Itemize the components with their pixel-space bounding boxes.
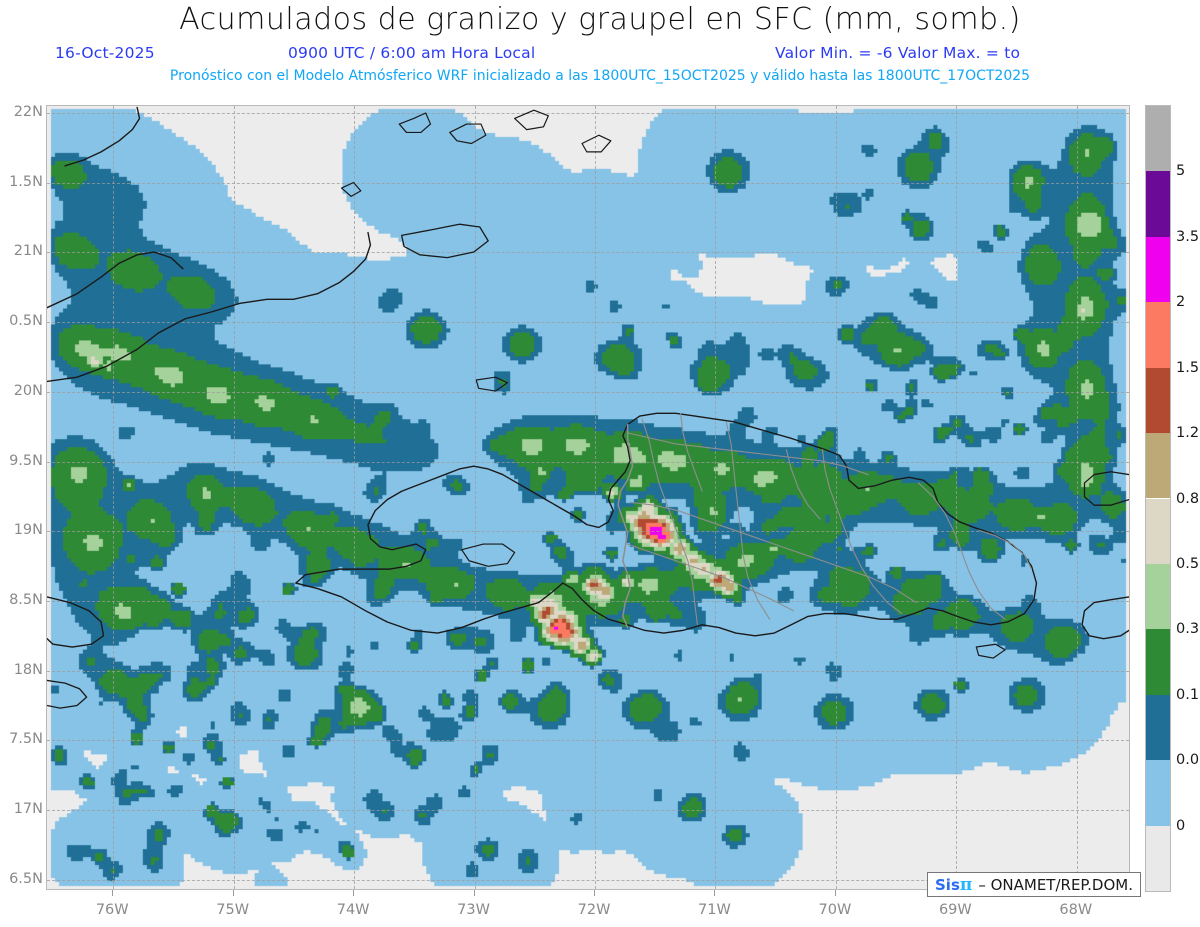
colorbar-band[interactable] [1146,302,1170,368]
border-province-1 [627,432,869,476]
coastline-island-ne [1083,471,1129,506]
colorbar-tick-label: 0.5 [1176,555,1200,572]
x-axis-tick-label: 69W [938,902,972,918]
colorbar-tick-label: 0.8 [1176,490,1200,507]
y-axis-tick-label: 19N [13,522,43,539]
coastline-cuba-south [47,231,372,383]
coastline-island-bahamas-3 [514,109,549,131]
coastline-island-bahamas-2 [449,123,487,145]
colorbar-band[interactable] [1146,171,1170,237]
border-province-10 [679,412,703,492]
attribution-badge: Sis π – ONAMET/REP.DOM. [927,872,1141,897]
y-axis-tick-label: 7.5N [9,731,43,748]
colorbar-band[interactable] [1146,563,1170,630]
y-axis-tick-label: 21N [13,243,43,260]
coastline-island-saona [975,643,1006,659]
colorbar-band[interactable] [1146,694,1170,761]
coastline-island-bahamas-4 [340,181,362,197]
y-axis-tick-label: 22N [13,103,43,120]
x-axis-tick-mark [473,890,475,896]
colorbar-tick-label: 1.5 [1176,359,1200,376]
colorbar-tick-label: 5 [1176,163,1186,180]
colorbar-tick-label: 0.1 [1176,686,1200,703]
colorbar-tick-label: 2 [1176,294,1186,311]
y-axis-tick-label: 0.5N [9,313,43,330]
precipitation-field [47,106,1129,889]
page-title: Acumulados de granizo y graupel en SFC (… [179,2,1021,37]
coastline-jamaica [47,596,105,648]
border-province-6 [629,501,917,604]
x-axis-tick-mark [232,890,234,896]
colorbar-band[interactable] [1146,825,1170,891]
y-axis-tick-label: 1.5N [9,173,43,190]
valid-time-label: 0900 UTC / 6:00 am Hora Local [288,44,536,62]
x-axis-tick-mark [112,890,114,896]
x-axis-tick-label: 76W [95,902,129,918]
colorbar-band[interactable] [1146,106,1170,172]
coastline-island-bahamas-1 [398,112,432,134]
colorbar-tick-label: 0 [1176,817,1186,834]
coastline-island-turks-1 [581,134,612,153]
colorbar-band[interactable] [1146,760,1170,826]
border-province-5 [918,482,1006,620]
y-axis-tick-label: 8.5N [9,591,43,608]
run-date-label: 16-Oct-2025 [55,44,155,62]
coastline-island-tortuga [475,376,509,392]
min-max-label: Valor Min. = -6 Valor Max. = to [775,44,1021,62]
colorbar-tick-label: 1.2 [1176,425,1200,442]
x-axis-tick-label: 70W [818,902,852,918]
x-axis-tick-mark [594,890,596,896]
x-axis-tick-label: 68W [1059,902,1093,918]
y-axis-tick-label: 20N [13,382,43,399]
coastline-cuba-north [47,251,184,309]
x-axis-tick-mark [714,890,716,896]
map-coastlines-and-borders [47,106,1129,709]
border-haiti-dominican-republic [617,423,634,629]
coastline-puerto-rico [1081,596,1129,640]
colorbar-band[interactable] [1146,367,1170,434]
latitude-axis: 22N 1.5N 21N 0.5N 20N 9.5N 19N 8.5N 18N 7.5N 17N 6.… [0,103,46,890]
y-axis-tick-label: 17N [13,801,43,818]
border-province-7 [627,543,795,612]
colorbar-band[interactable] [1146,498,1170,564]
border-province-9 [785,448,821,520]
coastline-island-inagua [400,223,489,259]
colorbar-band[interactable] [1146,433,1170,499]
x-axis-tick-mark [353,890,355,896]
x-axis-tick-label: 74W [336,902,370,918]
border-province-8 [978,529,1033,570]
colorbar-tick-label: 0.05 [1176,752,1200,769]
x-axis-tick-label: 71W [698,902,731,918]
colorbar-legend[interactable]: 0 0.05 0.1 0.3 0.5 0.8 1.2 1.5 2 3.5 5 [1145,105,1200,892]
model-description-label: Pronóstico con el Modelo Atmósferico WRF… [169,68,1031,84]
border-province-4 [821,448,903,615]
border-province-3 [725,421,771,620]
coastline-island-gonave [461,543,516,567]
chart-header: Acumulados de granizo y graupel en SFC (… [0,0,1200,95]
x-axis-tick-label: 73W [457,902,490,918]
border-province-2 [641,418,698,626]
colorbar-tick-label: 3.5 [1176,228,1200,245]
x-axis-tick-mark [834,890,836,896]
logo-org-text: – ONAMET/REP.DOM. [978,875,1133,894]
x-axis-tick-label: 75W [216,902,250,918]
y-axis-tick-label: 18N [13,661,43,678]
longitude-axis: 76W 75W 74W 73W 72W 71W 70W 69W 68W [46,890,1130,926]
coastline-cuba-ne [64,106,141,167]
map-plot-area[interactable] [46,105,1130,890]
colorbar-tick-label: 0.3 [1176,621,1200,638]
logo-brand-text: Sis [935,875,960,894]
colorbar-band[interactable] [1146,629,1170,695]
y-axis-tick-label: 6.5N [9,870,43,887]
y-axis-tick-label: 9.5N [9,452,43,469]
coastline-hispaniola [295,412,1038,637]
coastline-jamaica-south [47,679,88,709]
colorbar-band[interactable] [1146,236,1170,303]
x-axis-tick-label: 72W [577,902,611,918]
pi-icon: π [959,874,973,895]
